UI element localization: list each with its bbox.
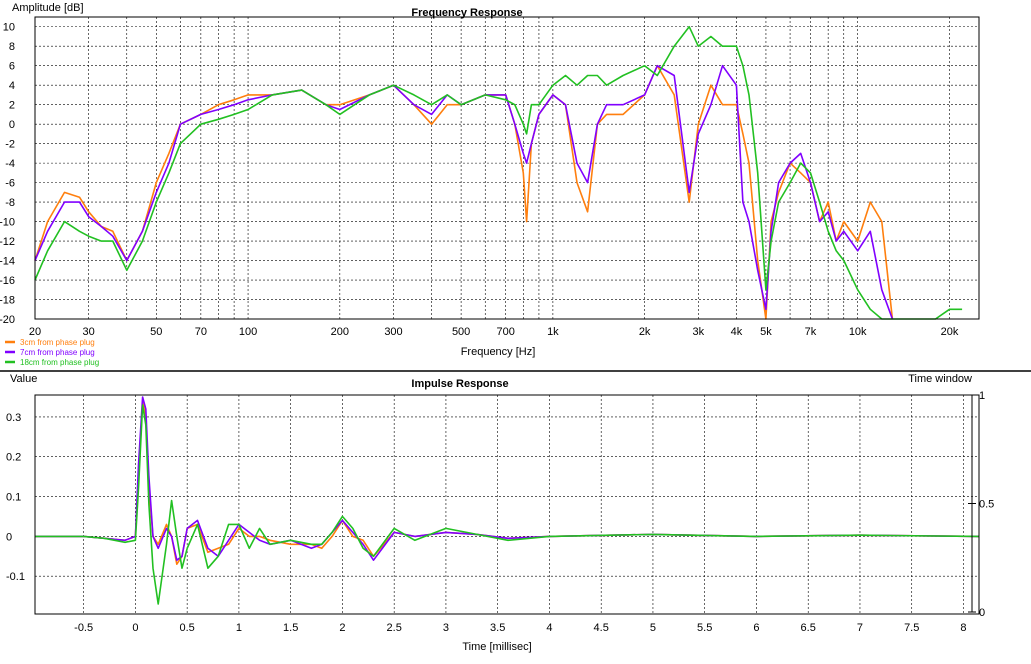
time-window-label: Time window xyxy=(908,373,972,385)
frequency-x-tick-label: 20k xyxy=(941,326,959,338)
frequency-y-tick-label: 2 xyxy=(9,100,15,112)
frequency-x-tick-label: 70 xyxy=(195,326,207,338)
frequency-x-tick-label: 1k xyxy=(547,326,559,338)
frequency-series xyxy=(34,25,963,320)
impulse-series-line xyxy=(35,404,980,605)
time-window-axis: 10.50 xyxy=(968,390,994,619)
frequency-x-tick-label: 10k xyxy=(849,326,867,338)
impulse-series-line xyxy=(35,396,980,562)
frequency-x-tick-label: 700 xyxy=(496,326,514,338)
time-window-tick-label: 0 xyxy=(979,607,985,619)
impulse-x-tick-label: 1 xyxy=(236,622,242,634)
frequency-x-tick-label: 500 xyxy=(452,326,470,338)
impulse-y-tick-label: 0.3 xyxy=(6,412,21,424)
impulse-x-tick-label: 7.5 xyxy=(904,622,919,634)
frequency-x-tick-label: 2k xyxy=(639,326,651,338)
frequency-plot-frame xyxy=(34,16,980,320)
impulse-x-tick-label: 2 xyxy=(339,622,345,634)
frequency-y-tick-label: -10 xyxy=(0,217,15,229)
frequency-x-tick-label: 5k xyxy=(760,326,772,338)
frequency-y-tick-label: -8 xyxy=(5,197,15,209)
frequency-y-tick-label: -6 xyxy=(5,178,15,190)
frequency-x-tick-label: 3k xyxy=(693,326,705,338)
frequency-y-tick-label: -14 xyxy=(0,256,15,268)
legend-entry-label: 7cm from phase plug xyxy=(20,348,95,357)
frequency-y-tick-label: -2 xyxy=(5,139,15,151)
frequency-y-tick-label: -4 xyxy=(5,158,15,170)
impulse-y-tick-label: 0 xyxy=(6,531,12,543)
frequency-y-tick-label: 6 xyxy=(9,61,15,73)
impulse-x-tick-label: 4 xyxy=(546,622,552,634)
impulse-series xyxy=(35,396,980,605)
time-window-tick-label: 1 xyxy=(979,390,985,402)
frequency-y-tick-label: 8 xyxy=(9,41,15,53)
frequency-y-tick-label: -20 xyxy=(0,314,15,326)
legend-entry-label: 3cm from phase plug xyxy=(20,338,95,347)
frequency-chart-title: Frequency Response xyxy=(411,7,522,19)
frequency-x-tick-label: 100 xyxy=(239,326,257,338)
impulse-x-tick-label: 5 xyxy=(650,622,656,634)
frequency-y-tick-label: -18 xyxy=(0,295,15,307)
frequency-y-tick-label: 0 xyxy=(9,119,15,131)
frequency-y-tick-label: -16 xyxy=(0,275,15,287)
frequency-x-tick-label: 300 xyxy=(384,326,402,338)
impulse-x-axis-label: Time [millisec] xyxy=(462,641,531,653)
impulse-x-tick-label: 4.5 xyxy=(594,622,609,634)
impulse-x-tick-label: 6 xyxy=(753,622,759,634)
frequency-x-tick-label: 20 xyxy=(29,326,41,338)
impulse-x-tick-label: 7 xyxy=(857,622,863,634)
impulse-y-tick-label: 0.2 xyxy=(6,452,21,464)
impulse-x-tick-label: 5.5 xyxy=(697,622,712,634)
impulse-x-tick-label: 3.5 xyxy=(490,622,505,634)
frequency-series-line xyxy=(34,25,963,320)
impulse-x-tick-label: 1.5 xyxy=(283,622,298,634)
impulse-x-tick-label: -0.5 xyxy=(74,622,93,634)
impulse-plot-frame xyxy=(34,394,980,615)
impulse-x-tick-label: 3 xyxy=(443,622,449,634)
frequency-x-tick-label: 7k xyxy=(805,326,817,338)
frequency-y-tick-label: 10 xyxy=(3,22,15,34)
impulse-response-panel: -0.5 0 0.5 1 1.5 2 2.5 3 3.5 4 4.5 5 5.5 6 6.5 7 7.5 8 0.3… xyxy=(6,373,994,653)
frequency-x-tick-label: 200 xyxy=(331,326,349,338)
frequency-y-tick-label: -12 xyxy=(0,236,15,248)
impulse-x-tick-label: 6.5 xyxy=(801,622,816,634)
frequency-y-tick-label: 4 xyxy=(9,80,15,92)
impulse-x-tick-label: 0.5 xyxy=(180,622,195,634)
impulse-y-tick-label: -0.1 xyxy=(6,571,25,583)
impulse-y-axis-label: Value xyxy=(10,373,37,385)
time-window-tick-label: 0.5 xyxy=(979,499,994,511)
frequency-series-line xyxy=(34,64,894,320)
frequency-x-axis-label: Frequency [Hz] xyxy=(461,346,536,358)
frequency-x-tick-label: 50 xyxy=(150,326,162,338)
impulse-x-tick-label: 2.5 xyxy=(387,622,402,634)
impulse-x-tick-label: 8 xyxy=(960,622,966,634)
frequency-x-tick-label: 30 xyxy=(83,326,95,338)
impulse-y-tick-label: 0.1 xyxy=(6,492,21,504)
impulse-chart-title: Impulse Response xyxy=(411,378,508,390)
frequency-x-tick-label: 4k xyxy=(731,326,743,338)
impulse-x-tick-label: 0 xyxy=(132,622,138,634)
legend-entry-label: 18cm from phase plug xyxy=(20,358,99,367)
frequency-y-axis-label: Amplitude [dB] xyxy=(12,2,84,14)
